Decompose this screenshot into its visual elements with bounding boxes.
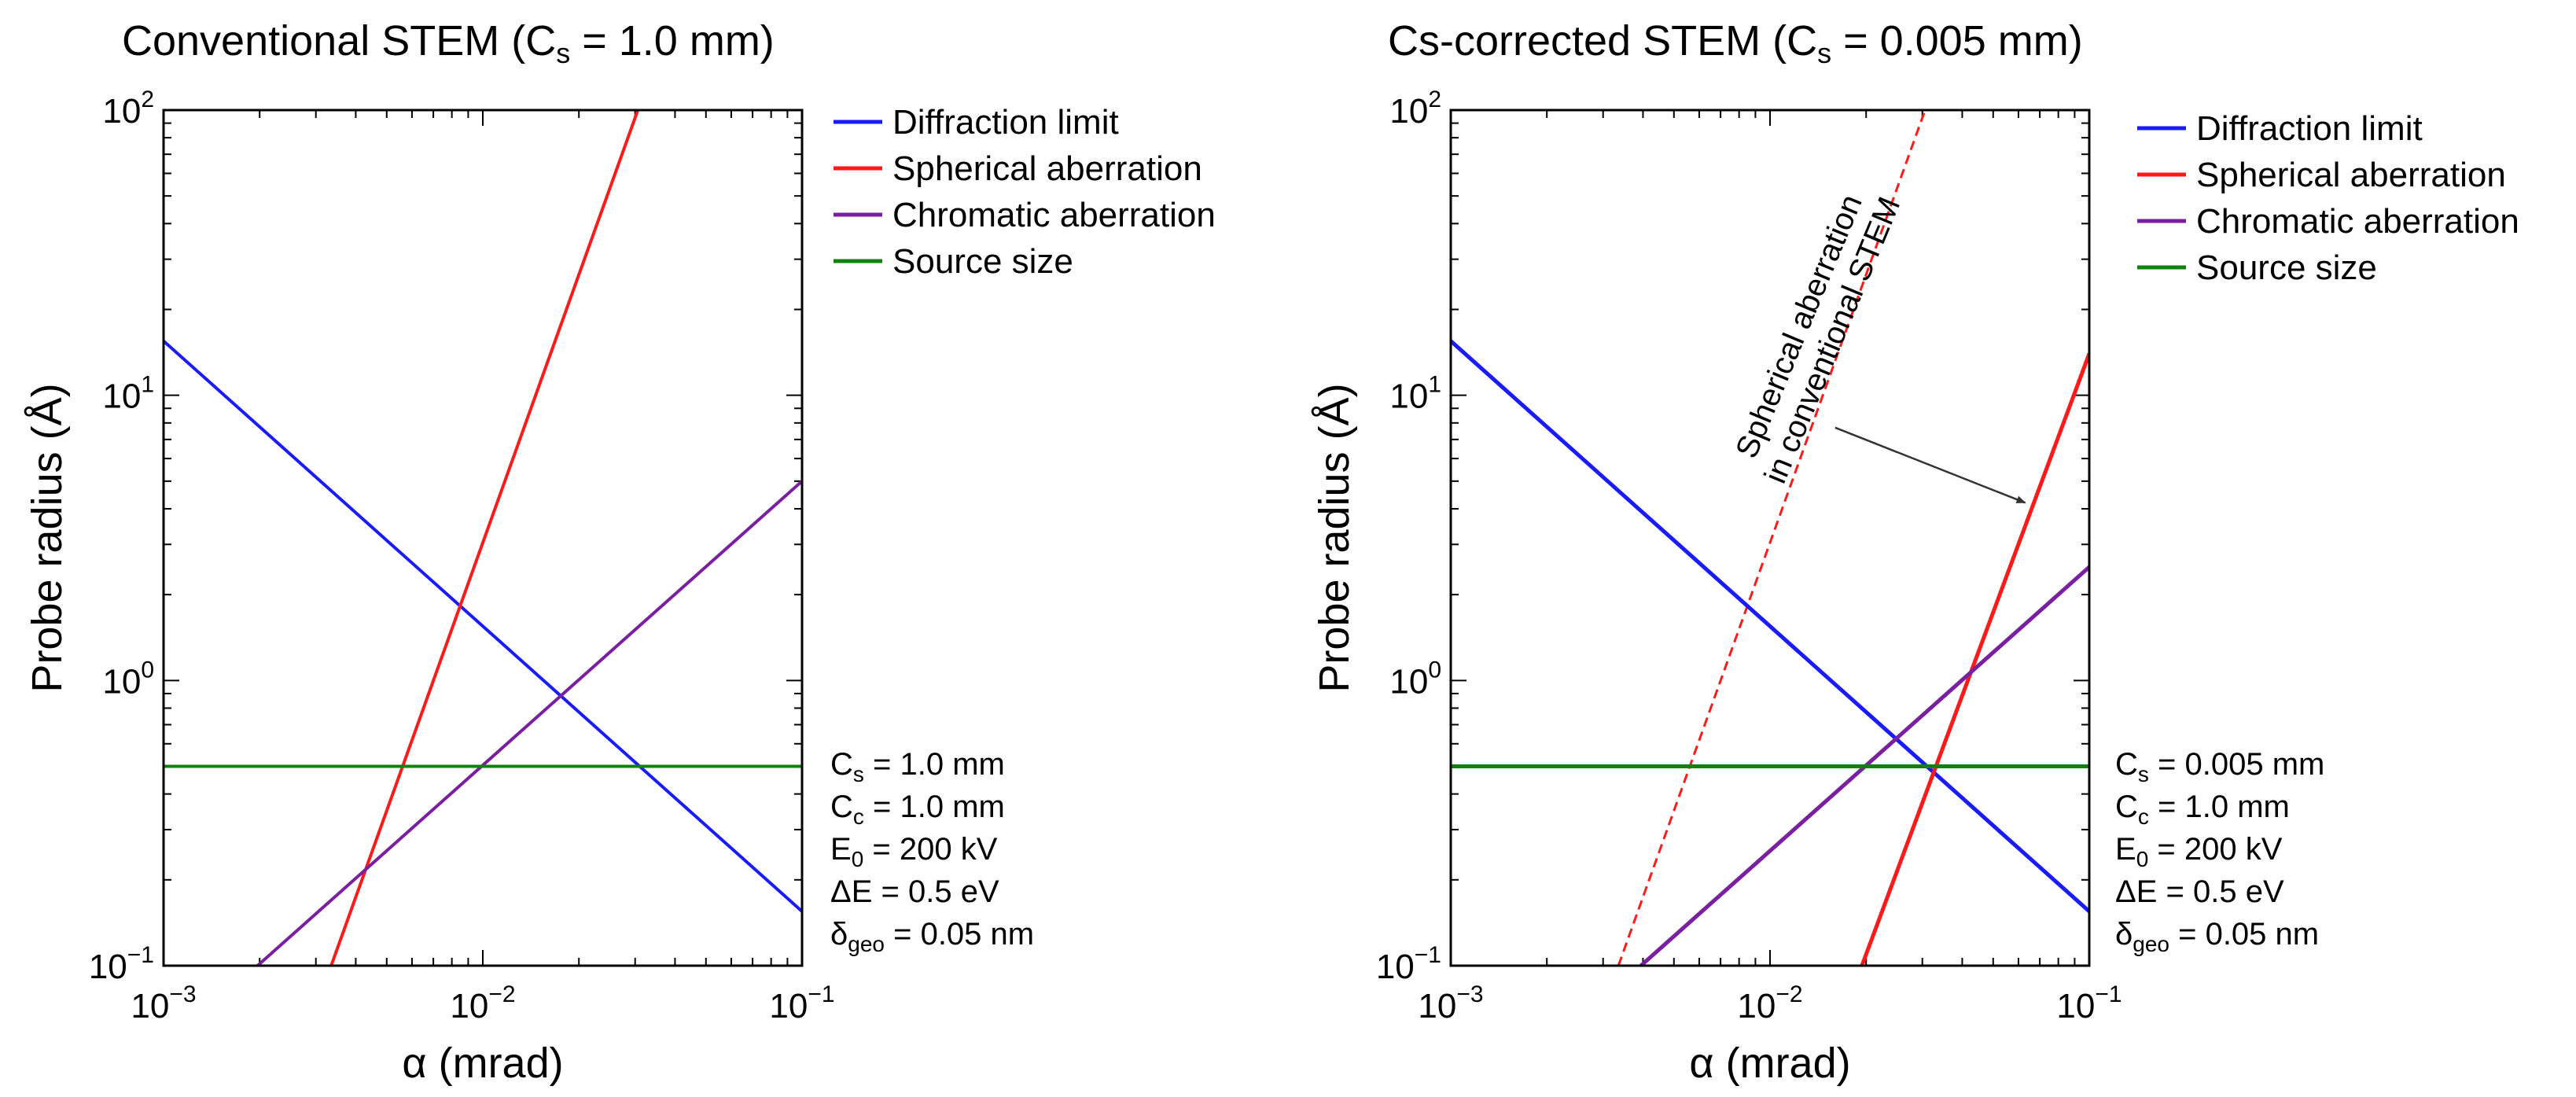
y-tick-label: 100 [1389, 657, 1441, 701]
plot-frame [1449, 109, 2091, 967]
legend-label: Source size [2196, 248, 2377, 287]
y-axis-label: Probe radius (Å) [24, 383, 71, 692]
legend-label: Diffraction limit [2196, 109, 2423, 148]
parameter-line: Cc = 1.0 mm [2115, 790, 2290, 829]
chart-panel-1: Conventional STEM (Cs = 1.0 mm) 10−3 10−2 1… [24, 17, 1216, 1087]
legend-label: Diffraction limit [892, 103, 1119, 142]
legend-label: Spherical aberration [892, 149, 1202, 188]
y-tick-label: 101 [102, 372, 154, 416]
legend: Diffraction limit Spherical aberration Chr… [2137, 109, 2519, 287]
parameter-line: δgeo = 0.05 nm [830, 917, 1034, 956]
y-tick-label: 101 [1389, 372, 1441, 416]
legend-label: Source size [892, 242, 1073, 281]
parameter-line: E0 = 200 kV [830, 832, 998, 871]
x-axis-label: α (mrad) [402, 1040, 563, 1087]
y-tick-label: 10−1 [1376, 942, 1441, 986]
series-line-diffraction-limit [1451, 339, 2089, 913]
series-lines [164, 110, 802, 966]
plot-frame [162, 109, 804, 967]
series-line-diffraction-limit [164, 340, 802, 913]
legend: Diffraction limit Spherical aberration Chr… [834, 103, 1216, 281]
y-tick-label: 102 [1389, 87, 1441, 131]
parameter-line: δgeo = 0.05 nm [2115, 917, 2319, 956]
legend-label: Chromatic aberration [892, 196, 1216, 234]
parameter-line: Cs = 0.005 mm [2115, 747, 2324, 786]
parameter-line: E0 = 200 kV [2115, 832, 2283, 871]
chart-panel-2: Cs-corrected STEM (Cs = 0.005 mm)10−3 10−… [1311, 17, 2519, 1087]
y-axis-label: Probe radius (Å) [1311, 383, 1358, 692]
y-tick-label: 100 [102, 657, 154, 701]
y-tick-label: 102 [102, 87, 154, 131]
series-lines [1451, 110, 2089, 966]
legend-label: Chromatic aberration [2196, 202, 2519, 241]
annotation-arrow [1834, 426, 2026, 504]
annotation-text: Spherical aberrationin conventional STEM [1724, 179, 1907, 488]
chart-title: Conventional STEM (Cs = 1.0 mm) [122, 17, 775, 69]
x-tick-label: 10−2 [450, 981, 515, 1025]
x-tick-label: 10−3 [1418, 981, 1483, 1025]
x-tick-label: 10−3 [131, 981, 196, 1025]
series-line-chromatic-aberration [256, 480, 802, 966]
chart-title: Cs-corrected STEM (Cs = 0.005 mm) [1388, 17, 2083, 69]
parameter-line: Cc = 1.0 mm [830, 790, 1005, 829]
y-tick-label: 10−1 [89, 942, 154, 986]
legend-label: Spherical aberration [2196, 156, 2506, 194]
x-tick-label: 10−1 [769, 981, 834, 1025]
axis-ticks [1450, 110, 2089, 966]
parameter-line: Cs = 1.0 mm [830, 747, 1005, 786]
series-line-spherical-aberration [1860, 352, 2089, 966]
x-tick-label: 10−1 [2056, 981, 2122, 1025]
x-axis-label: α (mrad) [1689, 1040, 1850, 1087]
series-line-reference-spherical [1617, 110, 1926, 966]
series-line-spherical-aberration [329, 110, 640, 966]
parameter-line: ΔE = 0.5 eV [2115, 874, 2284, 909]
x-tick-label: 10−2 [1737, 981, 1802, 1025]
parameter-line: ΔE = 0.5 eV [830, 874, 999, 909]
axis-ticks [163, 110, 802, 966]
